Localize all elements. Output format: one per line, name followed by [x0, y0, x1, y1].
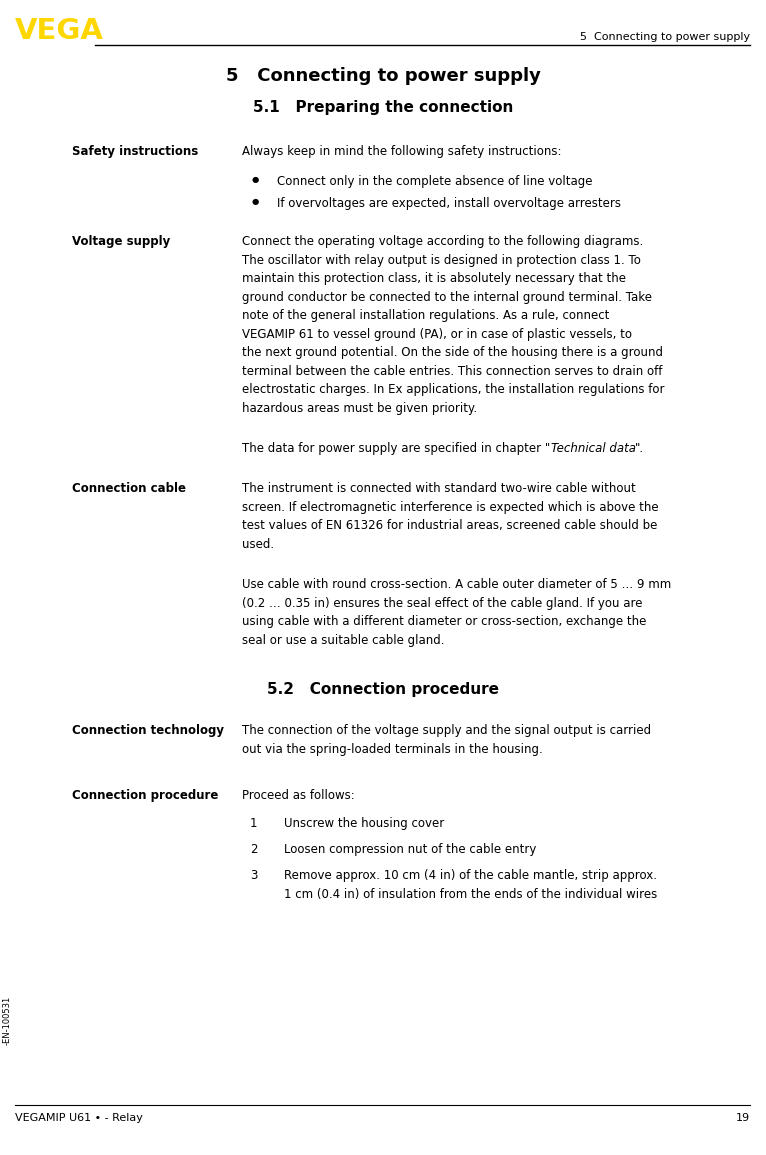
Text: (0.2 … 0.35 in) ensures the seal effect of the cable gland. If you are: (0.2 … 0.35 in) ensures the seal effect … — [242, 596, 643, 610]
Text: ".: ". — [635, 442, 644, 455]
Text: Connect only in the complete absence of line voltage: Connect only in the complete absence of … — [277, 176, 592, 188]
Text: Voltage supply: Voltage supply — [72, 234, 170, 248]
Text: using cable with a different diameter or cross-section, exchange the: using cable with a different diameter or… — [242, 614, 647, 628]
Text: Remove approx. 10 cm (4 in) of the cable mantle, strip approx.: Remove approx. 10 cm (4 in) of the cable… — [284, 869, 657, 882]
Text: Connection procedure: Connection procedure — [72, 789, 218, 802]
Text: ground conductor be connected to the internal ground terminal. Take: ground conductor be connected to the int… — [242, 291, 652, 304]
Text: The oscillator with relay output is designed in protection class 1. To: The oscillator with relay output is desi… — [242, 253, 641, 267]
Text: Loosen compression nut of the cable entry: Loosen compression nut of the cable entr… — [284, 843, 536, 856]
Text: 2: 2 — [250, 843, 257, 856]
Text: Connection technology: Connection technology — [72, 724, 224, 737]
Text: The data for power supply are specified in chapter ": The data for power supply are specified … — [242, 442, 550, 455]
Text: 19: 19 — [736, 1113, 750, 1123]
Text: VEGA: VEGA — [15, 17, 104, 45]
Text: ●: ● — [252, 198, 259, 206]
Text: 5  Connecting to power supply: 5 Connecting to power supply — [580, 32, 750, 42]
Text: 3: 3 — [250, 869, 257, 882]
Text: note of the general installation regulations. As a rule, connect: note of the general installation regulat… — [242, 310, 610, 322]
Text: 5.1   Preparing the connection: 5.1 Preparing the connection — [253, 100, 513, 116]
Text: terminal between the cable entries. This connection serves to drain off: terminal between the cable entries. This… — [242, 365, 663, 378]
Text: -EN-100531: -EN-100531 — [2, 996, 11, 1045]
Text: VEGAMIP U61 • - Relay: VEGAMIP U61 • - Relay — [15, 1113, 143, 1123]
Text: 5.2   Connection procedure: 5.2 Connection procedure — [267, 681, 499, 696]
Text: maintain this protection class, it is absolutely necessary that the: maintain this protection class, it is ab… — [242, 271, 626, 285]
Text: Unscrew the housing cover: Unscrew the housing cover — [284, 817, 444, 830]
Text: out via the spring-loaded terminals in the housing.: out via the spring-loaded terminals in t… — [242, 743, 543, 755]
Text: used.: used. — [242, 537, 274, 551]
Text: screen. If electromagnetic interference is expected which is above the: screen. If electromagnetic interference … — [242, 500, 659, 514]
Text: Always keep in mind the following safety instructions:: Always keep in mind the following safety… — [242, 146, 561, 158]
Text: The instrument is connected with standard two-wire cable without: The instrument is connected with standar… — [242, 482, 636, 495]
Text: electrostatic charges. In Ex applications, the installation regulations for: electrostatic charges. In Ex application… — [242, 383, 664, 396]
Text: Connection cable: Connection cable — [72, 482, 186, 495]
Text: Safety instructions: Safety instructions — [72, 146, 198, 158]
Text: 5   Connecting to power supply: 5 Connecting to power supply — [225, 67, 541, 85]
Text: If overvoltages are expected, install overvoltage arresters: If overvoltages are expected, install ov… — [277, 198, 621, 210]
Text: Proceed as follows:: Proceed as follows: — [242, 789, 355, 802]
Text: Use cable with round cross-section. A cable outer diameter of 5 … 9 mm: Use cable with round cross-section. A ca… — [242, 578, 671, 591]
Text: 1 cm (0.4 in) of insulation from the ends of the individual wires: 1 cm (0.4 in) of insulation from the end… — [284, 887, 657, 901]
Text: 1: 1 — [250, 817, 257, 830]
Text: seal or use a suitable cable gland.: seal or use a suitable cable gland. — [242, 633, 444, 647]
Text: VEGAMIP 61 to vessel ground (PA), or in case of plastic vessels, to: VEGAMIP 61 to vessel ground (PA), or in … — [242, 328, 632, 341]
Text: Connect the operating voltage according to the following diagrams.: Connect the operating voltage according … — [242, 234, 643, 248]
Text: The connection of the voltage supply and the signal output is carried: The connection of the voltage supply and… — [242, 724, 651, 737]
Text: the next ground potential. On the side of the housing there is a ground: the next ground potential. On the side o… — [242, 346, 663, 359]
Text: test values of EN 61326 for industrial areas, screened cable should be: test values of EN 61326 for industrial a… — [242, 519, 657, 532]
Text: hazardous areas must be given priority.: hazardous areas must be given priority. — [242, 402, 477, 415]
Text: Technical data: Technical data — [552, 442, 637, 455]
Text: ●: ● — [252, 176, 259, 184]
